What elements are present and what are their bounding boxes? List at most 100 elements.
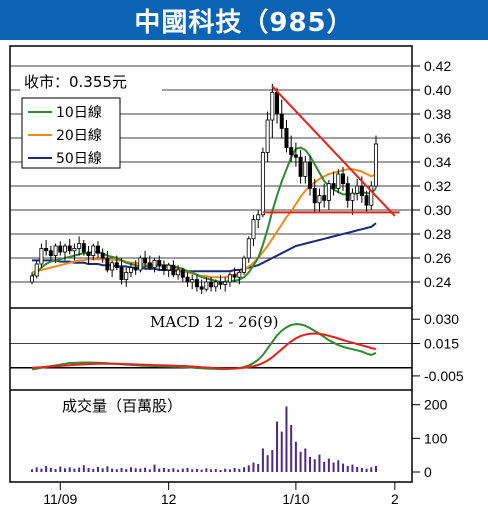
candle-body: [39, 247, 44, 265]
candle-body: [237, 271, 242, 278]
candle-body: [86, 251, 91, 256]
candle-body: [34, 263, 39, 277]
ma20-line: [31, 168, 377, 279]
candle-body: [143, 257, 148, 264]
macd-label: MACD 12 - 26(9): [150, 313, 279, 331]
macd-tick-label: -0.005: [424, 368, 464, 384]
candle-body: [345, 183, 350, 201]
volume-bar: [172, 468, 175, 472]
close-label-box: [20, 70, 162, 94]
volume-bar: [40, 468, 43, 472]
volume-bar: [63, 468, 66, 472]
volume-bar: [54, 468, 57, 472]
volume-label: 成交量（百萬股）: [62, 397, 182, 415]
candle-body: [128, 267, 133, 273]
candle-body: [138, 257, 143, 271]
volume-bar: [181, 468, 184, 472]
candle-body: [48, 250, 53, 257]
volume-bar: [45, 465, 48, 472]
volume-bar: [111, 468, 114, 472]
candle-body: [67, 245, 72, 252]
axis-ticks: 0.42 0.40 0.38 0.36 0.34 0.32 0.30 0.28 0.26 0.24…: [43, 58, 464, 507]
volume-bar: [323, 461, 326, 472]
volume-bar: [238, 468, 241, 472]
plot-frame: [9, 45, 413, 483]
volume-bar: [375, 465, 377, 472]
volume-bar: [49, 467, 52, 472]
price-tick-label: 0.34: [424, 154, 451, 170]
price-tick-label: 0.32: [424, 178, 451, 194]
volume-bar: [134, 468, 137, 472]
candle-body: [308, 161, 313, 189]
volume-bar: [360, 467, 363, 472]
volume-bar: [31, 469, 33, 472]
volume-bar: [318, 454, 321, 472]
candle-body: [53, 245, 58, 257]
volume-bar: [59, 466, 62, 472]
volume-tick-label: 100: [424, 430, 448, 446]
volume-bar: [337, 460, 340, 472]
candle-body: [317, 195, 322, 204]
price-tick-label: 0.38: [424, 106, 451, 122]
candle-body: [176, 269, 181, 276]
candle-body: [303, 161, 308, 177]
volume-bar: [276, 421, 279, 472]
candle-body: [204, 281, 209, 290]
volume-bar: [261, 448, 264, 472]
volume-bar: [299, 451, 302, 472]
volume-bar: [219, 469, 222, 472]
volume-bar: [332, 462, 335, 472]
candle-body: [265, 119, 270, 153]
volume-bar: [148, 469, 151, 472]
volume-bar: [144, 467, 147, 472]
price-tick-label: 0.36: [424, 130, 451, 146]
volume-bar: [153, 464, 156, 472]
candle-body: [58, 245, 63, 253]
candle-body: [260, 151, 265, 216]
volume-bar: [129, 467, 132, 472]
volume-bar: [195, 468, 198, 472]
volume-bar: [309, 456, 312, 472]
candle-body: [251, 219, 256, 240]
candle-body: [355, 185, 360, 194]
volume-bar: [304, 448, 307, 472]
candle-body: [270, 92, 275, 121]
volume-bar: [351, 464, 354, 472]
x-tick-label: 11/09: [43, 491, 77, 507]
ma50-line: [32, 222, 377, 273]
volume-bar: [78, 467, 81, 472]
candle-body: [275, 92, 280, 115]
price-tick-label: 0.40: [424, 82, 451, 98]
candle-body: [350, 192, 355, 201]
x-tick-label: 1/10: [282, 491, 309, 507]
candle-body: [369, 185, 374, 206]
volume-bar: [186, 467, 189, 472]
candle-body: [62, 245, 67, 253]
candle-body: [279, 113, 284, 129]
volume-bar: [167, 468, 170, 472]
volume-bar: [271, 450, 274, 472]
legend-item-ma10: 10日線: [56, 105, 102, 121]
trendline: [271, 85, 396, 217]
candle-body: [242, 257, 247, 273]
candle-body: [157, 259, 162, 266]
legend: 10日線 20日線 50日線: [21, 97, 121, 169]
volume-bar: [285, 406, 288, 472]
volume-bar: [120, 467, 123, 472]
volume-bar: [92, 468, 95, 472]
volume-bar: [73, 468, 76, 472]
volume-bar: [210, 469, 213, 472]
macd-tick-label: 0.015: [424, 336, 459, 352]
legend-item-ma50: 50日線: [56, 151, 102, 167]
volume-bar: [266, 455, 269, 472]
price-panel: [29, 84, 400, 294]
volume-bar: [280, 431, 283, 472]
volume-bar: [228, 469, 231, 472]
candle-body: [194, 279, 199, 288]
volume-bar: [139, 468, 142, 472]
candle-body: [190, 279, 195, 283]
volume-bar: [327, 458, 330, 472]
volume-bar: [82, 465, 85, 472]
legend-item-ma20: 20日線: [56, 128, 102, 144]
